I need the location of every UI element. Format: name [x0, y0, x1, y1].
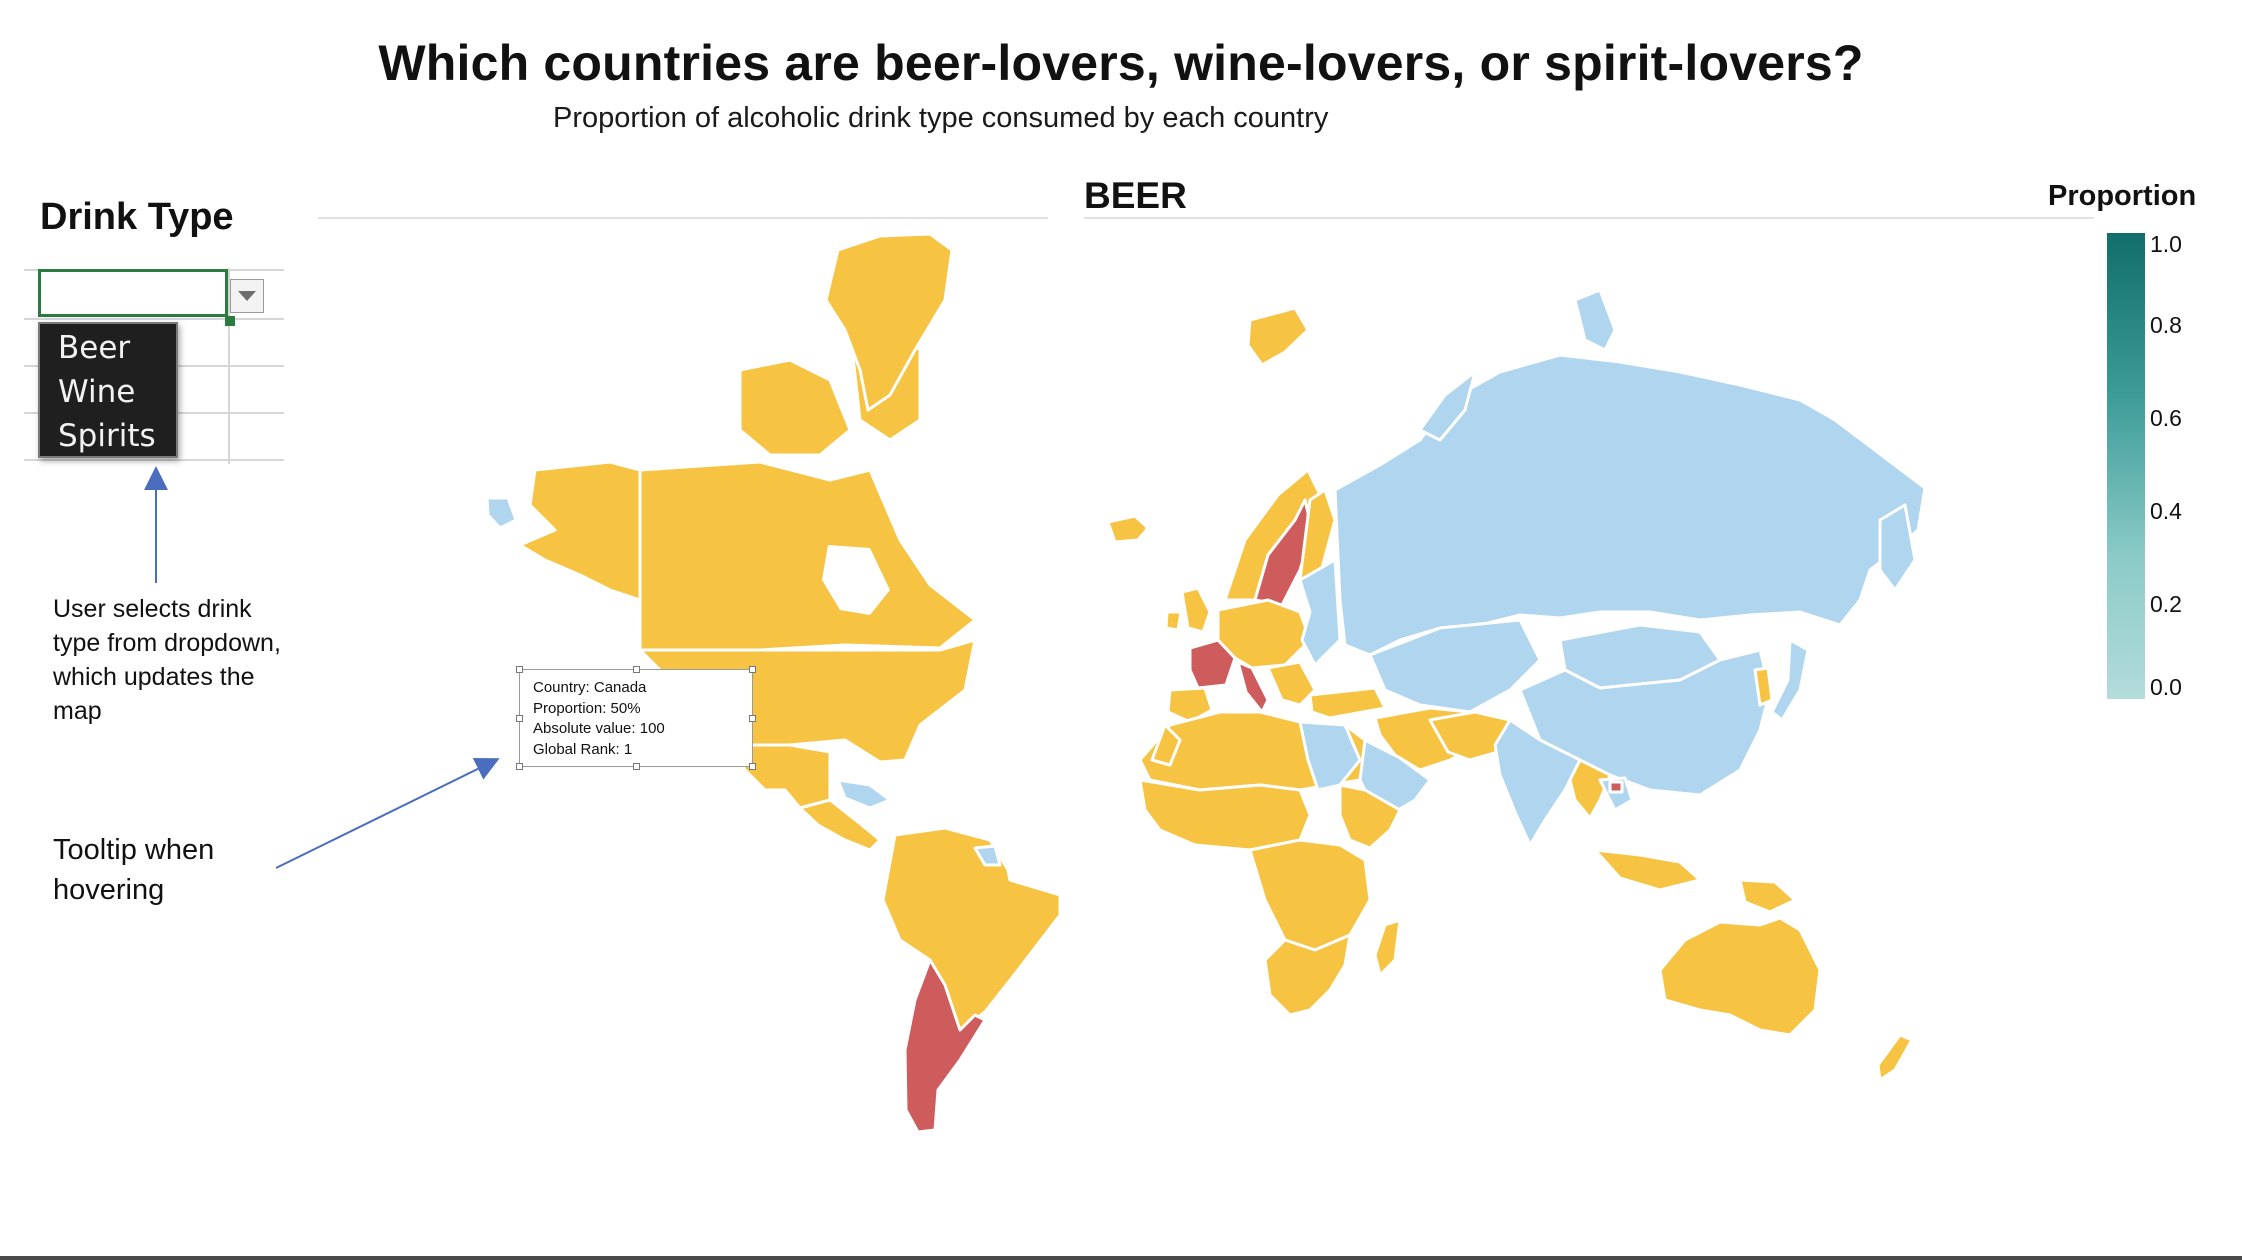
region-japan[interactable] — [1770, 638, 1810, 722]
legend-tick-label: 0.0 — [2150, 674, 2182, 700]
dropdown-annotation: User selects drink type from dropdown, w… — [53, 595, 281, 725]
resize-handle[interactable] — [749, 715, 756, 722]
header-divider-left — [318, 217, 1048, 219]
page-subtitle: Proportion of alcoholic drink type consu… — [553, 102, 1329, 134]
tooltip-global-rank: Global Rank: 1 — [533, 740, 633, 758]
legend-tick-label: 0.2 — [2150, 591, 2182, 617]
header-divider-right — [1084, 217, 2094, 219]
region-indonesia[interactable] — [1593, 848, 1702, 892]
chevron-down-icon — [238, 291, 256, 301]
resize-handle[interactable] — [633, 763, 640, 770]
tooltip-absolute-value: Absolute value: 100 — [533, 720, 665, 737]
region-russian-arctic[interactable] — [1573, 288, 1617, 352]
legend-tick-label: 0.4 — [2150, 498, 2182, 524]
region-morocco[interactable] — [1150, 723, 1182, 767]
legend-tick-label: 0.6 — [2150, 405, 2182, 431]
region-new-zealand[interactable] — [1876, 1033, 1914, 1082]
dropdown-option-beer[interactable]: Beer — [58, 330, 131, 366]
dropdown-option-wine[interactable]: Wine — [58, 374, 136, 410]
region-madagascar[interactable] — [1373, 918, 1402, 977]
region-guyana[interactable] — [973, 844, 1002, 867]
region-balkans[interactable] — [1266, 660, 1317, 707]
region-central-africa[interactable] — [1248, 838, 1372, 952]
drink-type-label: Drink Type — [40, 196, 234, 238]
region-hudson-bay — [822, 545, 890, 615]
dropdown-arrow-button[interactable] — [230, 279, 264, 313]
region-caribbean[interactable] — [836, 778, 892, 810]
region-turkey[interactable] — [1308, 686, 1387, 720]
tooltip-annotation: Tooltip when hovering — [53, 834, 215, 906]
tooltip-proportion: Proportion: 50% — [533, 699, 641, 717]
region-kamchatka[interactable] — [1878, 503, 1917, 592]
resize-handle[interactable] — [749, 666, 756, 673]
drink-type-dropdown-field[interactable] — [38, 269, 228, 317]
region-southeast-asia[interactable] — [1568, 758, 1612, 820]
cell-selection-handle — [225, 316, 235, 326]
region-new-guinea[interactable] — [1738, 878, 1797, 914]
region-korea[interactable] — [1753, 666, 1774, 707]
legend-color-bar — [2107, 233, 2145, 699]
region-philippines[interactable] — [1598, 776, 1634, 812]
region-hawaii[interactable] — [485, 496, 518, 530]
region-india[interactable] — [1493, 718, 1582, 847]
region-eastern-europe[interactable] — [1298, 558, 1342, 667]
page-title: Which countries are beer-lovers, wine-lo… — [378, 35, 1864, 91]
region-alaska[interactable] — [518, 460, 642, 602]
region-arctic-islands[interactable] — [738, 358, 852, 457]
resize-handle[interactable] — [516, 666, 523, 673]
tooltip-country: Country: Canada — [533, 679, 647, 696]
drink-type-dropdown-menu: Beer Wine Spirits — [38, 322, 178, 458]
resize-handle[interactable] — [633, 666, 640, 673]
region-novaya-zemlya[interactable] — [1418, 370, 1477, 442]
legend-tick-label: 1.0 — [2150, 231, 2182, 257]
map-title: BEER — [1084, 175, 1187, 216]
region-southern-africa[interactable] — [1263, 933, 1352, 1017]
region-svalbard[interactable] — [1246, 306, 1310, 367]
region-australia[interactable] — [1658, 916, 1822, 1037]
tooltip-arrow — [275, 758, 500, 869]
legend-title: Proportion — [2048, 180, 2197, 212]
region-greenland[interactable] — [824, 232, 954, 412]
region-argentina-chile[interactable] — [903, 958, 987, 1134]
legend-tick-label: 0.8 — [2150, 312, 2182, 338]
region-horn-of-africa[interactable] — [1338, 783, 1402, 850]
window-bottom-border — [0, 1256, 2242, 1260]
region-iceland[interactable] — [1106, 514, 1150, 544]
region-ireland[interactable] — [1164, 610, 1183, 632]
region-central-asia[interactable] — [1368, 618, 1542, 714]
region-uk[interactable] — [1180, 586, 1212, 634]
resize-handle[interactable] — [749, 763, 756, 770]
region-southeast-wine[interactable] — [1608, 780, 1624, 794]
map-tooltip: Country: Canada Proportion: 50% Absolute… — [516, 666, 756, 770]
resize-handle[interactable] — [516, 763, 523, 770]
resize-handle[interactable] — [516, 715, 523, 722]
dropdown-option-spirits[interactable]: Spirits — [58, 418, 156, 454]
region-central-america[interactable] — [798, 798, 882, 852]
